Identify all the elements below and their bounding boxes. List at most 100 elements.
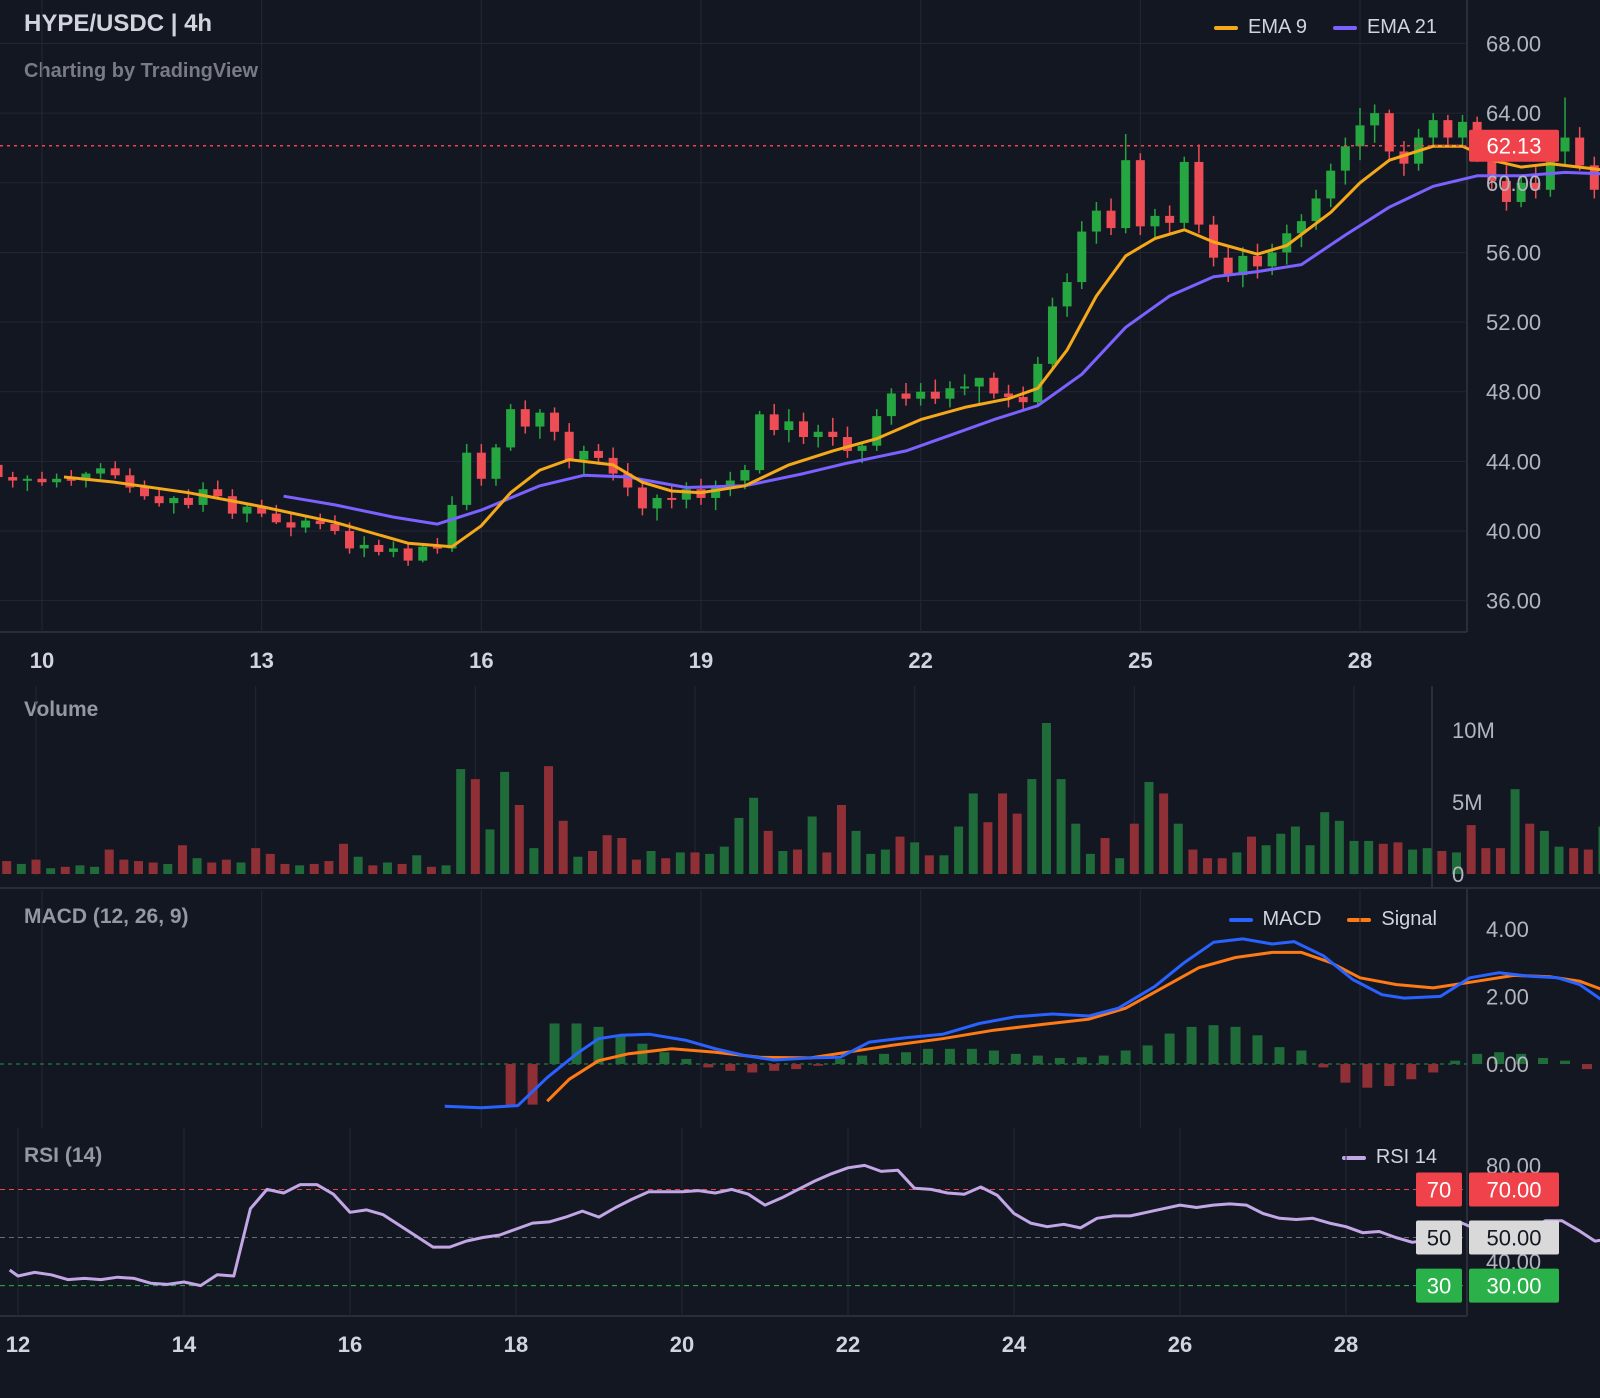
candle-body [564,431,574,460]
volume-bar [1217,858,1227,874]
rsi-axis-tag [1469,1220,1559,1255]
volume-bar [968,793,978,874]
volume-bar [1085,853,1095,874]
candle-body [623,473,633,488]
volume-bar [221,859,231,874]
rsi-axis-tag [1469,1268,1559,1303]
volume-bar [119,859,129,874]
volume-bar [1408,849,1418,874]
legend-rsi[interactable]: RSI 14 [1341,1146,1437,1169]
price-axis-tick: 48.00 [1486,380,1541,405]
ema21-line [283,170,1600,526]
candle-body [1165,215,1175,223]
price-axis-tick: 68.00 [1486,32,1541,57]
candle-body [916,391,926,399]
legend-macd[interactable]: MACD [1228,908,1321,931]
volume-bar [1056,779,1066,874]
price-axis-tick: 36.00 [1486,589,1541,614]
candle-body [242,506,252,514]
macd-histogram-bar [901,1052,912,1065]
rsi-date-axis-tick: 24 [1002,1332,1027,1357]
candle-body [418,546,428,561]
tradingview-attribution: Charting by TradingView [24,60,259,82]
macd-histogram-bar [1120,1050,1131,1065]
candle-body [183,497,193,505]
date-axis-tick: 19 [689,648,713,673]
candle-body [125,475,135,488]
rsi-level-tag [1416,1268,1462,1303]
date-axis-tick: 28 [1348,648,1372,673]
macd-histogram-bar [1362,1064,1373,1088]
macd-histogram-bar [922,1048,933,1065]
candle-body [1106,210,1116,229]
rsi-axis-tag-label: 70.00 [1486,1177,1541,1202]
macd-legend: MACD Signal [1228,908,1437,931]
volume-bar [734,817,744,874]
volume-bar [1583,849,1593,874]
macd-histogram-bar [703,1064,714,1068]
rsi-level-label: 30 [1427,1274,1451,1299]
rsi-date-axis-tick: 18 [504,1332,528,1357]
candle-body [345,531,355,549]
legend-rsi-label: RSI 14 [1375,1146,1437,1168]
candle-body [506,409,516,448]
candle-body [842,437,852,451]
macd-histogram-bar [571,1023,582,1065]
volume-bar [426,866,436,874]
macd-histogram-bar [637,1043,648,1065]
legend-ema9[interactable]: EMA 9 [1214,16,1307,39]
macd-histogram-bar [1252,1035,1263,1065]
macd-histogram-bar [615,1035,626,1065]
volume-bar [1437,850,1447,874]
candle-body [901,393,911,399]
candle-body [872,416,882,446]
macd-histogram-bar [835,1058,846,1065]
volume-bar [763,830,773,874]
volume-bar [46,868,56,874]
candle-body [755,414,765,471]
candle-body [725,480,735,486]
candle-body [1267,252,1277,267]
volume-bar [1393,842,1403,874]
volume-axis-tick: 0 [1452,862,1464,887]
candle-body [930,391,940,399]
legend-signal[interactable]: Signal [1347,908,1437,931]
candle-body [1575,137,1585,166]
candle-body [974,377,984,387]
legend-ema9-label: EMA 9 [1248,16,1307,38]
candle-body [1443,120,1453,138]
candle-body [491,447,501,479]
volume-bar [1364,840,1374,874]
rsi-date-axis-tick: 22 [836,1332,860,1357]
last-price-tag [1469,129,1559,162]
candle-body [213,489,223,497]
legend-ema21[interactable]: EMA 21 [1332,16,1437,39]
candle-body [520,409,530,427]
rsi-axis-tag-label: 50.00 [1486,1226,1541,1251]
candle-body [886,393,896,417]
volume-bar [1452,852,1462,874]
candle-body [169,497,179,504]
volume-bar [192,858,202,874]
macd-histogram-bar [988,1050,999,1065]
volume-bar [924,855,934,874]
volume-bar [1159,793,1169,874]
candle-body [813,431,823,438]
volume-bar [1539,830,1549,874]
macd-histogram-bar [1076,1057,1087,1065]
volume-bar [1100,838,1110,874]
macd-histogram-bar [505,1064,516,1107]
candle-body [1238,255,1248,276]
volume-axis-tick: 5M [1452,790,1483,815]
volume-bar [1027,779,1037,874]
macd-histogram-bar [1406,1064,1417,1080]
volume-pane-title: Volume [24,698,99,721]
candle-body [257,506,267,514]
candle-body [1531,182,1541,190]
candle-body [1004,393,1014,397]
candle-body [1326,170,1336,199]
volume-bar [60,866,70,874]
volume-bar [587,850,597,874]
macd-histogram-bar [1472,1053,1483,1065]
